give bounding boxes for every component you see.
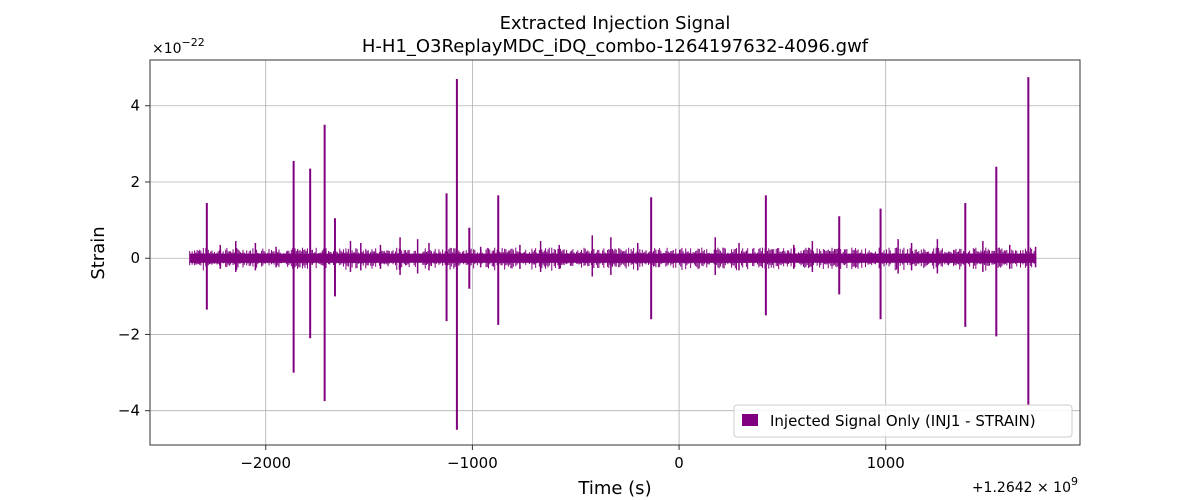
- plot-area: [189, 77, 1037, 430]
- y-axis: −4 −2 0 2 4: [118, 97, 150, 420]
- chart-title: Extracted Injection Signal: [500, 13, 731, 34]
- x-tick-label: −1000: [447, 454, 498, 472]
- x-tick-label: 1000: [867, 454, 905, 472]
- y-tick-label: 4: [130, 97, 140, 115]
- y-tick-label: −2: [118, 325, 140, 343]
- x-axis: −2000 −1000 0 1000: [240, 445, 905, 472]
- chart-subtitle: H-H1_O3ReplayMDC_iDQ_combo-1264197632-40…: [362, 36, 869, 57]
- y-tick-label: 0: [130, 249, 140, 267]
- x-offset-label: +1.2642 × 109: [972, 475, 1078, 496]
- y-scale-label: ×10−22: [152, 36, 205, 57]
- y-tick-label: −4: [118, 402, 140, 420]
- plot-frame: [149, 59, 1081, 446]
- legend: Injected Signal Only (INJ1 - STRAIN): [733, 404, 1073, 438]
- y-tick-label: 2: [130, 173, 140, 191]
- legend-box: [733, 404, 1073, 438]
- x-axis-label: Time (s): [577, 478, 651, 499]
- x-tick-label: 0: [674, 454, 684, 472]
- legend-swatch: [742, 414, 758, 426]
- legend-label: Injected Signal Only (INJ1 - STRAIN): [770, 412, 1036, 430]
- x-tick-label: −2000: [240, 454, 291, 472]
- y-axis-label: Strain: [88, 226, 109, 279]
